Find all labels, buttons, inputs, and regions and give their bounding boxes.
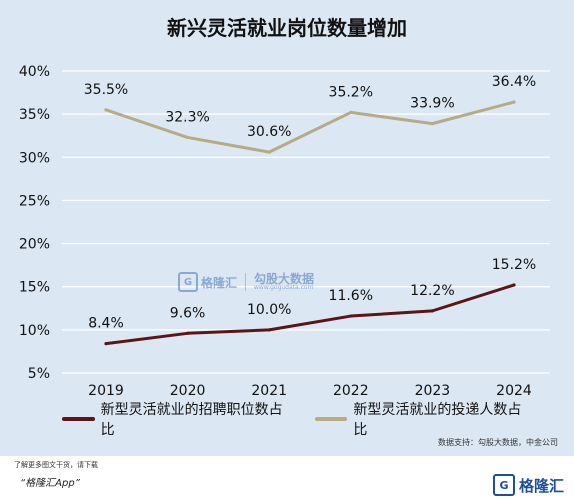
x-tick-label: 2022 (333, 383, 369, 399)
legend: 新型灵活就业的招聘职位数占比 新型灵活就业的投递人数占比 (62, 402, 554, 438)
data-point (186, 135, 190, 140)
data-point (349, 110, 353, 115)
data-label: 11.6% (329, 288, 373, 304)
legend-label-series-1: 新型灵活就业的招聘职位数占比 (100, 402, 283, 438)
footer-note: 了解更多图文干货，请下载 (14, 461, 98, 469)
data-label: 36.4% (492, 74, 536, 90)
series-line-2 (104, 100, 516, 154)
line-chart: 40% 35% 30% 25% 20% 15% 10% 5% 2019 2020 2021 2022 2… (19, 64, 550, 399)
y-tick-label: 40% (19, 64, 50, 80)
watermark-url: www.gogudata.com (254, 284, 314, 292)
x-tick-label: 2020 (170, 383, 206, 399)
data-label: 35.5% (84, 82, 128, 98)
data-point (104, 108, 108, 112)
footer-app-name: “格隆汇App” (20, 478, 80, 489)
footer-logo-icon: G (492, 474, 515, 496)
footer-logo-text: 格隆汇 (518, 476, 564, 495)
y-tick-label: 30% (19, 150, 50, 166)
data-point (430, 309, 434, 313)
y-tick-label: 5% (28, 366, 50, 382)
chart-title: 新兴灵活就业岗位数量增加 (167, 16, 407, 40)
y-tick-label: 25% (19, 193, 50, 209)
legend-swatch-series-1 (62, 417, 95, 421)
x-tick-label: 2023 (415, 383, 451, 399)
watermark-brand: 格隆汇 (201, 275, 238, 290)
data-label: 32.3% (165, 109, 209, 125)
data-point (512, 100, 516, 104)
y-tick-label: 35% (19, 107, 50, 123)
legend-label-series-2: 新型灵活就业的投递人数占比 (353, 402, 522, 438)
watermark-brand2: 勾股大数据 (254, 271, 315, 286)
data-label: 33.9% (410, 96, 454, 112)
data-label: 35.2% (329, 84, 373, 100)
data-point (512, 283, 516, 287)
y-tick-label: 15% (19, 280, 50, 296)
y-tick-label: 20% (19, 237, 50, 253)
data-label: 15.2% (492, 257, 536, 273)
data-point (186, 331, 190, 335)
data-label: 12.2% (410, 283, 454, 299)
watermark: G 格隆汇 勾股大数据 www.gogudata.com (178, 272, 314, 292)
legend-swatch-series-2 (314, 417, 348, 421)
watermark-logo-icon: G (178, 272, 198, 292)
data-point (349, 314, 353, 318)
legend-item-series-1: 新型灵活就业的招聘职位数占比 (62, 399, 289, 439)
x-tick-label: 2021 (251, 383, 287, 399)
data-point (104, 342, 108, 346)
data-point (267, 328, 271, 332)
chart-panel (0, 0, 574, 456)
data-label: 8.4% (88, 316, 124, 332)
x-tick-label: 2024 (496, 383, 532, 399)
source-note: 数据支持：勾股大数据，中金公司 (438, 438, 558, 447)
data-label: 10.0% (247, 302, 291, 318)
x-tick-label: 2019 (88, 383, 124, 399)
data-point (267, 150, 271, 154)
legend-item-series-2: 新型灵活就业的投递人数占比 (314, 399, 528, 439)
series-line-1 (104, 283, 516, 346)
y-tick-label: 10% (19, 323, 50, 339)
data-label: 30.6% (247, 124, 291, 140)
footer-logo: G 格隆汇 (492, 474, 564, 496)
data-label: 9.6% (170, 305, 206, 321)
data-point (430, 122, 434, 126)
